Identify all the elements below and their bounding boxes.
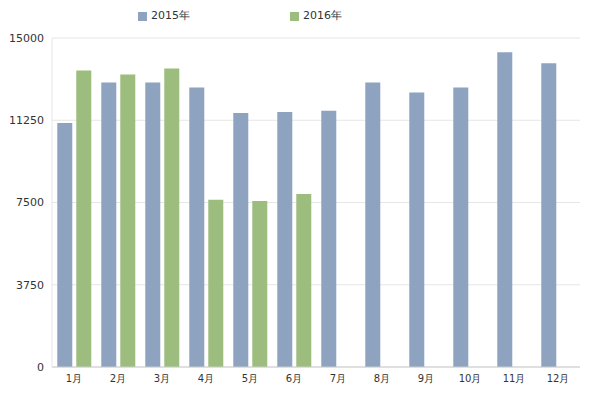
svg-text:0: 0	[37, 361, 44, 374]
svg-text:3月: 3月	[154, 373, 170, 384]
svg-text:7月: 7月	[330, 373, 346, 384]
svg-text:9月: 9月	[418, 373, 434, 384]
svg-text:7500: 7500	[16, 196, 44, 209]
svg-text:2月: 2月	[110, 373, 126, 384]
svg-text:11月: 11月	[503, 373, 526, 384]
svg-text:1月: 1月	[66, 373, 82, 384]
html-text:2016年: 2016年	[303, 9, 342, 22]
svg-text:5月: 5月	[242, 373, 258, 384]
svg-text:8月: 8月	[374, 373, 390, 384]
svg-text:10月: 10月	[459, 373, 482, 384]
svg-text:15000: 15000	[9, 32, 44, 45]
svg-text:3750: 3750	[16, 279, 44, 292]
svg-text:6月: 6月	[286, 373, 302, 384]
html-text:2015年: 2015年	[151, 9, 190, 22]
svg-text:4月: 4月	[198, 373, 214, 384]
svg-text:11250: 11250	[9, 114, 44, 127]
svg-text:12月: 12月	[547, 373, 570, 384]
